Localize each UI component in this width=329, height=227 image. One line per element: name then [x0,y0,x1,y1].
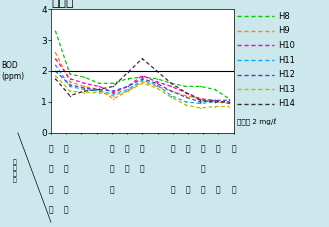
Text: 測: 測 [49,185,53,194]
Text: H13: H13 [278,85,295,94]
Text: 橋: 橋 [110,185,114,194]
Text: 口: 口 [231,185,236,194]
Text: 羽: 羽 [201,165,206,174]
Text: H12: H12 [278,70,294,79]
Text: 砂: 砂 [201,144,206,153]
Text: H9: H9 [278,26,290,35]
Text: 屋: 屋 [186,185,190,194]
Text: 点: 点 [49,205,53,215]
Text: 崎: 崎 [110,165,114,174]
Text: 基準値 2 mg/ℓ: 基準値 2 mg/ℓ [237,119,276,126]
Text: 野: 野 [125,165,129,174]
Text: 下: 下 [125,144,129,153]
Text: 長: 長 [110,144,114,153]
Text: 野: 野 [49,165,53,174]
Text: 両: 両 [216,144,221,153]
Text: H8: H8 [278,12,290,21]
Text: 内: 内 [170,185,175,194]
Text: 堀: 堀 [170,144,175,153]
Text: H11: H11 [278,56,294,64]
Text: 目: 目 [64,165,68,174]
Text: H10: H10 [278,41,294,50]
Text: 観
測
地
点: 観 測 地 点 [13,159,16,183]
Text: 稲: 稲 [140,144,145,153]
Text: 槕: 槕 [49,144,53,153]
Text: 高: 高 [186,144,190,153]
Text: 横: 横 [64,185,68,194]
Text: 下: 下 [140,165,145,174]
Text: 最上川: 最上川 [51,0,73,9]
Text: 出: 出 [64,205,68,215]
Text: BOD
(ppm): BOD (ppm) [2,61,25,81]
Text: 橋: 橋 [216,185,221,194]
Text: 小: 小 [64,144,68,153]
Text: 河: 河 [231,144,236,153]
Text: H14: H14 [278,99,294,108]
Text: 越: 越 [201,185,206,194]
